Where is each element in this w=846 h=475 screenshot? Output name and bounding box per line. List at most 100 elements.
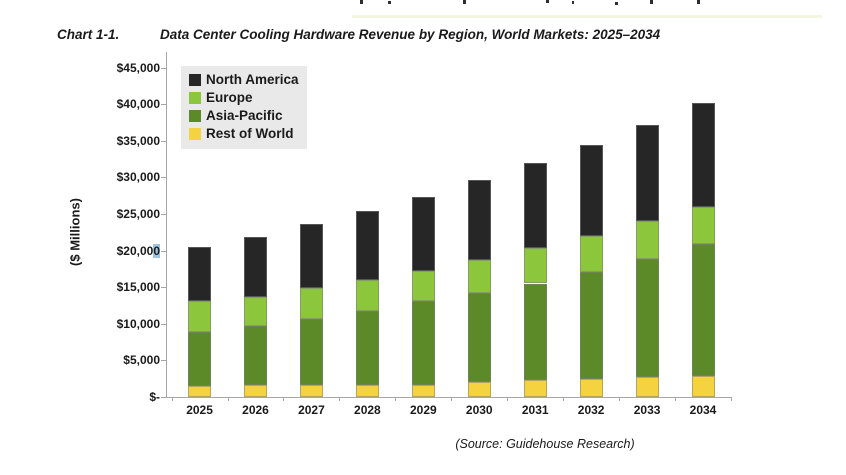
legend-swatch — [189, 128, 201, 140]
y-axis-tick — [161, 250, 166, 252]
cropped-text-fragment — [615, 2, 618, 5]
bar-segment-north-america-2030 — [467, 180, 491, 261]
legend-item-asia-pacific: Asia-Pacific — [189, 107, 299, 125]
bar-segment-europe-2030 — [467, 260, 491, 293]
legend-swatch — [189, 92, 201, 104]
bar-segment-north-america-2031 — [523, 163, 547, 249]
x-axis-label: 2029 — [409, 403, 437, 417]
y-axis-tick-label: $30,000 — [116, 170, 160, 185]
y-axis-tick-label: $35,000 — [116, 133, 160, 148]
bar-segment-asia-pacific-2025 — [188, 331, 212, 386]
cropped-text-fragment — [360, 0, 363, 4]
y-axis-tick — [161, 287, 166, 289]
bar-segment-asia-pacific-2027 — [299, 318, 323, 386]
bar-segment-rest-of-world-2027 — [299, 385, 323, 397]
legend-label: Rest of World — [206, 126, 294, 141]
x-axis-tick — [675, 397, 677, 401]
bar-segment-rest-of-world-2026 — [244, 385, 267, 397]
x-axis-tick — [451, 397, 453, 401]
bar-segment-rest-of-world-2029 — [411, 384, 435, 397]
bar-segment-rest-of-world-2033 — [635, 377, 659, 397]
legend-swatch — [189, 74, 201, 86]
x-axis-line — [165, 397, 731, 398]
cropped-text-fragment — [546, 0, 549, 3]
x-axis-tick — [339, 397, 341, 401]
y-axis-tick — [161, 323, 166, 325]
cropped-text-fragment — [650, 0, 653, 4]
x-axis-label: 2034 — [689, 403, 717, 417]
bar-segment-north-america-2025 — [188, 246, 212, 301]
y-axis-tick-label: $15,000 — [116, 280, 160, 295]
bar-segment-europe-2032 — [579, 235, 603, 272]
y-axis-tick — [161, 360, 166, 362]
y-axis-tick — [161, 213, 166, 215]
legend-label: Europe — [206, 90, 253, 105]
y-axis-tick — [161, 104, 166, 106]
x-axis-label: 2031 — [521, 403, 549, 417]
bar-segment-north-america-2033 — [635, 125, 659, 221]
x-axis-label: 2030 — [465, 403, 493, 417]
y-axis-tick-label: $10,000 — [116, 316, 160, 331]
bar-segment-north-america-2032 — [579, 145, 603, 236]
cropped-text-fragment — [388, 1, 391, 4]
bar-segment-asia-pacific-2033 — [635, 258, 659, 378]
y-axis-tick-label: $5,000 — [123, 353, 160, 368]
chart-number-label: Chart 1-1. — [57, 27, 120, 42]
bar-segment-europe-2031 — [523, 248, 547, 284]
y-axis-tick — [161, 140, 166, 142]
legend: North America Europe Asia-Pacific Rest of W… — [181, 66, 307, 149]
bar-segment-north-america-2028 — [355, 211, 379, 280]
bar-segment-asia-pacific-2028 — [355, 311, 379, 385]
y-axis-tick-label: $- — [149, 390, 160, 404]
x-axis-label: 2032 — [577, 403, 605, 417]
y-axis-line — [165, 52, 167, 397]
x-axis-label: 2027 — [298, 403, 325, 417]
legend-swatch — [189, 110, 201, 122]
y-axis-tick-label: $25,000 — [116, 206, 160, 221]
bar-segment-rest-of-world-2034 — [691, 376, 715, 397]
bar-segment-rest-of-world-2032 — [579, 378, 603, 397]
legend-label: North America — [206, 72, 299, 87]
bar-segment-rest-of-world-2031 — [523, 380, 547, 397]
bar-segment-asia-pacific-2032 — [579, 271, 603, 379]
bar-segment-north-america-2029 — [411, 196, 435, 271]
chart-title: Data Center Cooling Hardware Revenue by … — [160, 27, 661, 42]
bar-segment-europe-2025 — [188, 300, 212, 332]
bar-segment-asia-pacific-2026 — [244, 325, 267, 386]
source-note: (Source: Guidehouse Research) — [455, 437, 635, 451]
cropped-text-band — [352, 15, 822, 18]
bar-segment-europe-2029 — [411, 270, 435, 302]
legend-label: Asia-Pacific — [206, 108, 283, 123]
y-axis-tick — [161, 177, 166, 179]
x-axis-label: 2028 — [354, 403, 381, 417]
bar-segment-europe-2033 — [635, 220, 659, 259]
bar-segment-europe-2027 — [299, 288, 323, 319]
bar-segment-europe-2028 — [355, 279, 379, 312]
selection-highlight: 0 — [153, 243, 160, 258]
legend-item-north-america: North America — [189, 71, 299, 89]
y-axis-tick — [161, 67, 166, 69]
bar-segment-rest-of-world-2030 — [467, 382, 491, 397]
y-axis-tick — [161, 397, 166, 398]
y-axis-tick-label: $45,000 — [116, 60, 160, 75]
y-axis-tick-label: $40,000 — [116, 97, 160, 112]
x-axis-tick — [227, 397, 229, 401]
bar-segment-rest-of-world-2028 — [355, 384, 379, 397]
cropped-text-fragment — [697, 0, 700, 4]
x-axis-tick — [619, 397, 621, 401]
bar-segment-asia-pacific-2031 — [523, 283, 547, 381]
x-axis-tick — [507, 397, 509, 401]
legend-item-rest-of-world: Rest of World — [189, 125, 299, 143]
bar-segment-rest-of-world-2025 — [188, 386, 212, 397]
bar-segment-north-america-2027 — [299, 224, 323, 289]
x-axis-tick — [731, 397, 732, 401]
bar-segment-north-america-2034 — [691, 102, 715, 208]
bar-segment-asia-pacific-2034 — [691, 243, 715, 377]
bar-segment-europe-2034 — [691, 207, 715, 244]
bar-segment-asia-pacific-2030 — [467, 293, 491, 383]
x-axis-tick — [171, 397, 173, 401]
bar-segment-asia-pacific-2029 — [411, 301, 435, 385]
cropped-text-fragment — [572, 1, 574, 4]
x-axis-label: 2033 — [633, 403, 661, 417]
